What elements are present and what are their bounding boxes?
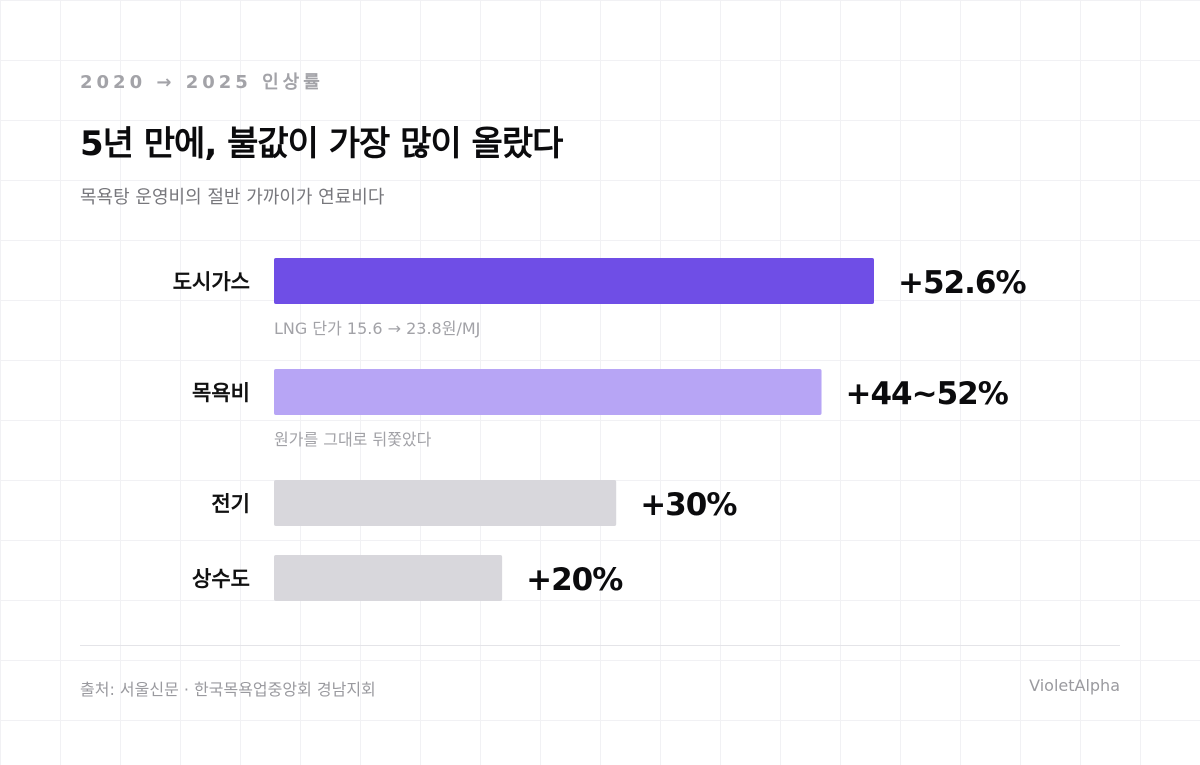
value-label: +20% [526,562,623,598]
value-label: +44~52% [846,376,1009,412]
value-label: +52.6% [898,265,1026,301]
bar [274,555,503,601]
bar-note: LNG 단가 15.6 → 23.8원/MJ [274,319,480,338]
category-label: 상수도 [192,567,250,591]
bar-note: 원가를 그대로 뒤쫓았다 [274,430,432,449]
brand-text: VioletAlpha [1029,676,1120,695]
bar [274,258,874,304]
footer-divider [80,645,1120,646]
bar [274,480,617,526]
category-label: 도시가스 [173,270,250,294]
value-label: +30% [640,487,737,523]
page-subtitle: 목욕탕 운영비의 절반 가까이가 연료비다 [80,187,385,208]
source-text: 출처: 서울신문 · 한국목욕업중앙회 경남지회 [80,680,376,699]
category-label: 목욕비 [192,381,250,405]
category-label: 전기 [211,492,250,516]
page-title: 5년 만에, 불값이 가장 많이 올랐다 [80,124,563,164]
eyebrow-label: 2020 → 2025 인상률 [80,72,324,93]
bar [274,369,822,415]
